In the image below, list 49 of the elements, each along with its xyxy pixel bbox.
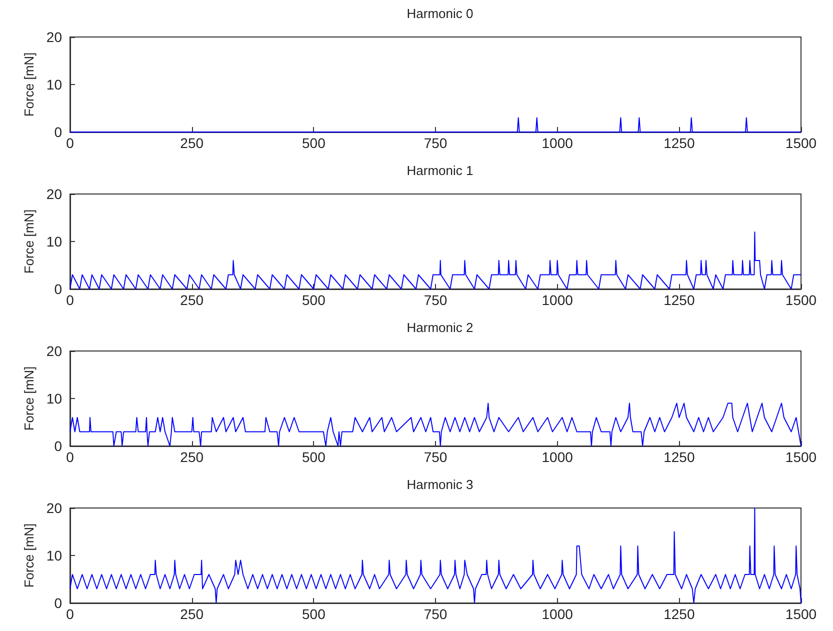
x-tick-label: 1250 bbox=[664, 606, 695, 622]
y-tick-label: 10 bbox=[46, 548, 62, 564]
x-tick-label: 0 bbox=[66, 606, 74, 622]
x-tick-label: 1250 bbox=[664, 449, 695, 465]
x-tick-label: 750 bbox=[424, 449, 448, 465]
x-tick-label: 750 bbox=[424, 606, 448, 622]
x-tick-label: 1000 bbox=[542, 135, 574, 151]
y-tick-label: 0 bbox=[54, 124, 62, 140]
x-tick-label: 1000 bbox=[542, 449, 574, 465]
y-tick-label: 0 bbox=[54, 281, 62, 297]
x-tick-label: 0 bbox=[66, 135, 74, 151]
y-tick-label: 20 bbox=[46, 500, 62, 516]
line-series bbox=[70, 508, 802, 604]
x-tick-label: 1000 bbox=[542, 292, 574, 308]
y-tick-label: 10 bbox=[46, 234, 62, 250]
x-tick-label: 750 bbox=[424, 292, 448, 308]
chart-title: Harmonic 2 bbox=[406, 320, 474, 335]
y-tick-label: 10 bbox=[46, 76, 62, 92]
x-tick-label: 1500 bbox=[785, 135, 817, 151]
chart-title: Harmonic 3 bbox=[406, 477, 474, 492]
y-axis-title: Force [mN] bbox=[22, 523, 37, 588]
x-tick-label: 250 bbox=[180, 292, 204, 308]
x-tick-label: 750 bbox=[424, 135, 448, 151]
x-tick-label: 1500 bbox=[785, 292, 817, 308]
x-tick-label: 500 bbox=[302, 449, 326, 465]
x-tick-label: 250 bbox=[180, 135, 204, 151]
y-tick-label: 20 bbox=[46, 186, 62, 202]
y-axis-title: Force [mN] bbox=[22, 52, 37, 117]
y-tick-label: 0 bbox=[54, 438, 62, 454]
x-tick-label: 250 bbox=[180, 606, 204, 622]
x-tick-label: 1250 bbox=[664, 292, 695, 308]
y-tick-label: 0 bbox=[54, 595, 62, 611]
chart-title: Harmonic 0 bbox=[406, 6, 474, 21]
y-tick-label: 20 bbox=[46, 29, 62, 45]
x-tick-label: 1250 bbox=[664, 135, 695, 151]
y-axis-title: Force [mN] bbox=[22, 366, 37, 431]
x-tick-label: 500 bbox=[302, 292, 326, 308]
x-tick-label: 1500 bbox=[785, 449, 817, 465]
y-tick-label: 10 bbox=[46, 390, 62, 406]
y-axis-title: Force [mN] bbox=[22, 209, 37, 274]
chart-title: Harmonic 1 bbox=[406, 163, 474, 178]
x-tick-label: 1500 bbox=[785, 606, 817, 622]
x-tick-label: 1000 bbox=[542, 606, 574, 622]
x-tick-label: 250 bbox=[180, 449, 204, 465]
x-tick-label: 500 bbox=[302, 606, 326, 622]
y-tick-label: 20 bbox=[46, 343, 62, 359]
x-tick-label: 500 bbox=[302, 135, 326, 151]
x-tick-label: 0 bbox=[66, 292, 74, 308]
x-tick-label: 0 bbox=[66, 449, 74, 465]
